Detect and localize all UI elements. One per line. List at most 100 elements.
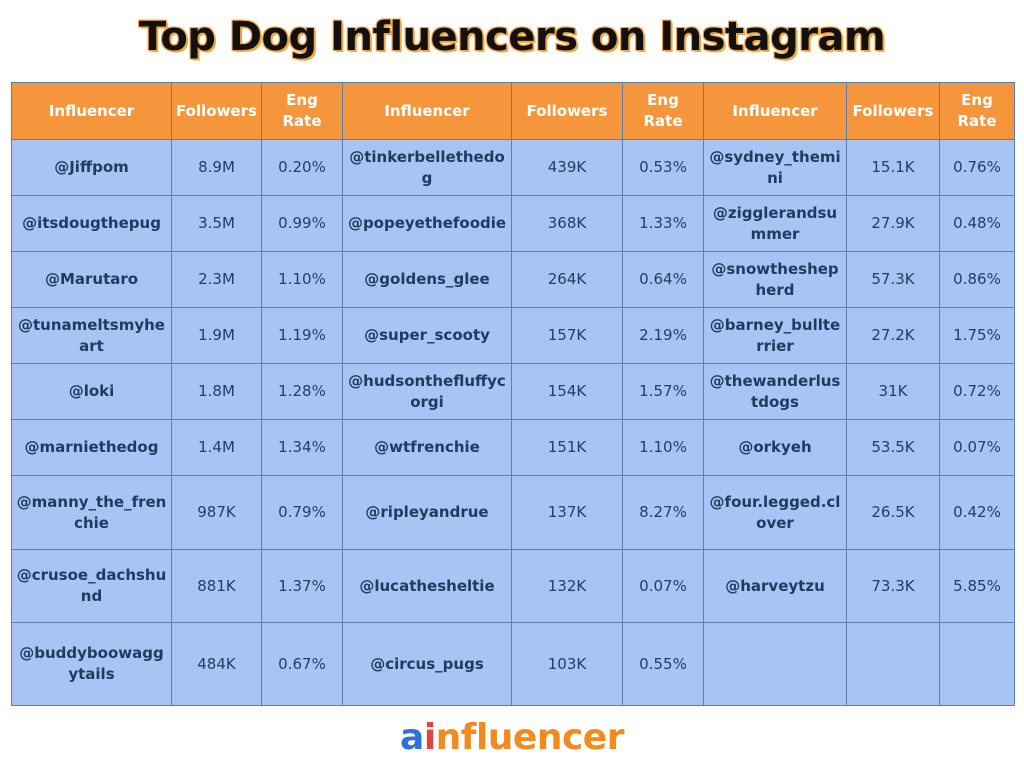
page-title: Top Dog Influencers on Instagram [138, 14, 886, 60]
influencer-handle: @sydney_themini [703, 139, 847, 196]
eng-rate-value: 1.28% [261, 363, 343, 420]
influencer-handle: @four.legged.clover [703, 475, 847, 550]
influencer-handle: @wtfrenchie [342, 419, 512, 476]
eng-rate-value: 2.19% [622, 307, 704, 364]
eng-rate-value: 1.10% [261, 251, 343, 308]
eng-rate-value: 1.34% [261, 419, 343, 476]
logo-part-rest: nfluencer [435, 717, 625, 758]
followers-value: 27.9K [846, 195, 940, 252]
eng-rate-value: 8.27% [622, 475, 704, 550]
eng-rate-value: 0.67% [261, 622, 343, 706]
followers-value: 53.5K [846, 419, 940, 476]
eng-rate-value: 0.07% [939, 419, 1015, 476]
header-row: Influencer Followers Eng Rate Influencer Foll… [11, 82, 1015, 140]
influencer-handle: @barney_bullterrier [703, 307, 847, 364]
eng-rate-value: 0.20% [261, 139, 343, 196]
influencer-handle: @loki [11, 363, 172, 420]
followers-value: 1.8M [171, 363, 262, 420]
followers-value: 151K [511, 419, 623, 476]
followers-value: 26.5K [846, 475, 940, 550]
followers-value: 1.9M [171, 307, 262, 364]
influencer-handle: @harveytzu [703, 549, 847, 623]
influencer-handle: @snowtheshepherd [703, 251, 847, 308]
eng-rate-value: 1.37% [261, 549, 343, 623]
column-header-followers: Followers [171, 82, 262, 140]
column-header-influencer: Influencer [703, 82, 847, 140]
eng-rate-value: 1.75% [939, 307, 1015, 364]
influencer-handle: @manny_the_frenchie [11, 475, 172, 550]
influencer-handle: @Marutaro [11, 251, 172, 308]
influencer-handle: @thewanderlustdogs [703, 363, 847, 420]
eng-rate-value: 0.55% [622, 622, 704, 706]
eng-rate-value: 0.42% [939, 475, 1015, 550]
table-row: @loki 1.8M 1.28% @hudsonthefluffycorgi 154K 1… [11, 363, 1015, 420]
influencer-handle: @tinkerbellethedog [342, 139, 512, 196]
followers-value: 484K [171, 622, 262, 706]
followers-value: 73.3K [846, 549, 940, 623]
eng-rate-value: 5.85% [939, 549, 1015, 623]
followers-value: 439K [511, 139, 623, 196]
influencer-handle: @orkyeh [703, 419, 847, 476]
eng-rate-value: 0.64% [622, 251, 704, 308]
followers-value: 27.2K [846, 307, 940, 364]
eng-rate-value: 0.72% [939, 363, 1015, 420]
followers-value: 1.4M [171, 419, 262, 476]
followers-value: 264K [511, 251, 623, 308]
influencer-handle: @goldens_glee [342, 251, 512, 308]
influencer-handle: @popeyethefoodie [342, 195, 512, 252]
column-header-followers: Followers [511, 82, 623, 140]
followers-value: 15.1K [846, 139, 940, 196]
eng-rate-value: 1.57% [622, 363, 704, 420]
influencer-handle [703, 622, 847, 706]
logo-part-i: i [423, 717, 436, 758]
followers-value: 8.9M [171, 139, 262, 196]
eng-rate-value: 0.53% [622, 139, 704, 196]
followers-value: 137K [511, 475, 623, 550]
influencer-handle: @itsdougthepug [11, 195, 172, 252]
followers-value: 132K [511, 549, 623, 623]
column-header-influencer: Influencer [11, 82, 172, 140]
column-header-followers: Followers [846, 82, 940, 140]
influencer-handle: @super_scooty [342, 307, 512, 364]
eng-rate-value: 0.79% [261, 475, 343, 550]
influencer-handle: @circus_pugs [342, 622, 512, 706]
followers-value: 987K [171, 475, 262, 550]
table-row: @manny_the_frenchie 987K 0.79% @ripleyandru… [11, 475, 1015, 550]
table-row: @marniethedog 1.4M 1.34% @wtfrenchie 151K 1.1… [11, 419, 1015, 476]
influencer-handle: @buddyboowaggytails [11, 622, 172, 706]
eng-rate-value: 0.07% [622, 549, 704, 623]
followers-value [846, 622, 940, 706]
influencer-handle: @tunameltsmyheart [11, 307, 172, 364]
column-header-influencer: Influencer [342, 82, 512, 140]
followers-value: 103K [511, 622, 623, 706]
table-row: @Jiffpom 8.9M 0.20% @tinkerbellethedog 439K 0… [11, 139, 1015, 196]
column-header-eng-rate: Eng Rate [939, 82, 1015, 140]
influencer-handle: @lucathesheltie [342, 549, 512, 623]
eng-rate-value: 1.19% [261, 307, 343, 364]
followers-value: 368K [511, 195, 623, 252]
eng-rate-value: 0.86% [939, 251, 1015, 308]
followers-value: 881K [171, 549, 262, 623]
eng-rate-value: 0.48% [939, 195, 1015, 252]
column-header-eng-rate: Eng Rate [622, 82, 704, 140]
eng-rate-value [939, 622, 1015, 706]
table-row: @itsdougthepug 3.5M 0.99% @popeyethefoodie 3… [11, 195, 1015, 252]
influencer-handle: @marniethedog [11, 419, 172, 476]
followers-value: 31K [846, 363, 940, 420]
influencer-handle: @Jiffpom [11, 139, 172, 196]
logo-part-a: a [400, 717, 424, 758]
table-row: @tunameltsmyheart 1.9M 1.19% @super_scooty 1… [11, 307, 1015, 364]
influencer-handle: @hudsonthefluffycorgi [342, 363, 512, 420]
eng-rate-value: 0.76% [939, 139, 1015, 196]
table-row: @Marutaro 2.3M 1.10% @goldens_glee 264K 0.64%… [11, 251, 1015, 308]
influencer-handle: @crusoe_dachshund [11, 549, 172, 623]
followers-value: 157K [511, 307, 623, 364]
followers-value: 154K [511, 363, 623, 420]
column-header-eng-rate: Eng Rate [261, 82, 343, 140]
table-row: @crusoe_dachshund 881K 1.37% @lucatheshelti… [11, 549, 1015, 623]
table-row: @buddyboowaggytails 484K 0.67% @circus_pugs… [11, 622, 1015, 706]
influencer-handle: @zigglerandsummer [703, 195, 847, 252]
followers-value: 57.3K [846, 251, 940, 308]
influencer-table: Influencer Followers Eng Rate Influencer Foll… [11, 82, 1015, 706]
